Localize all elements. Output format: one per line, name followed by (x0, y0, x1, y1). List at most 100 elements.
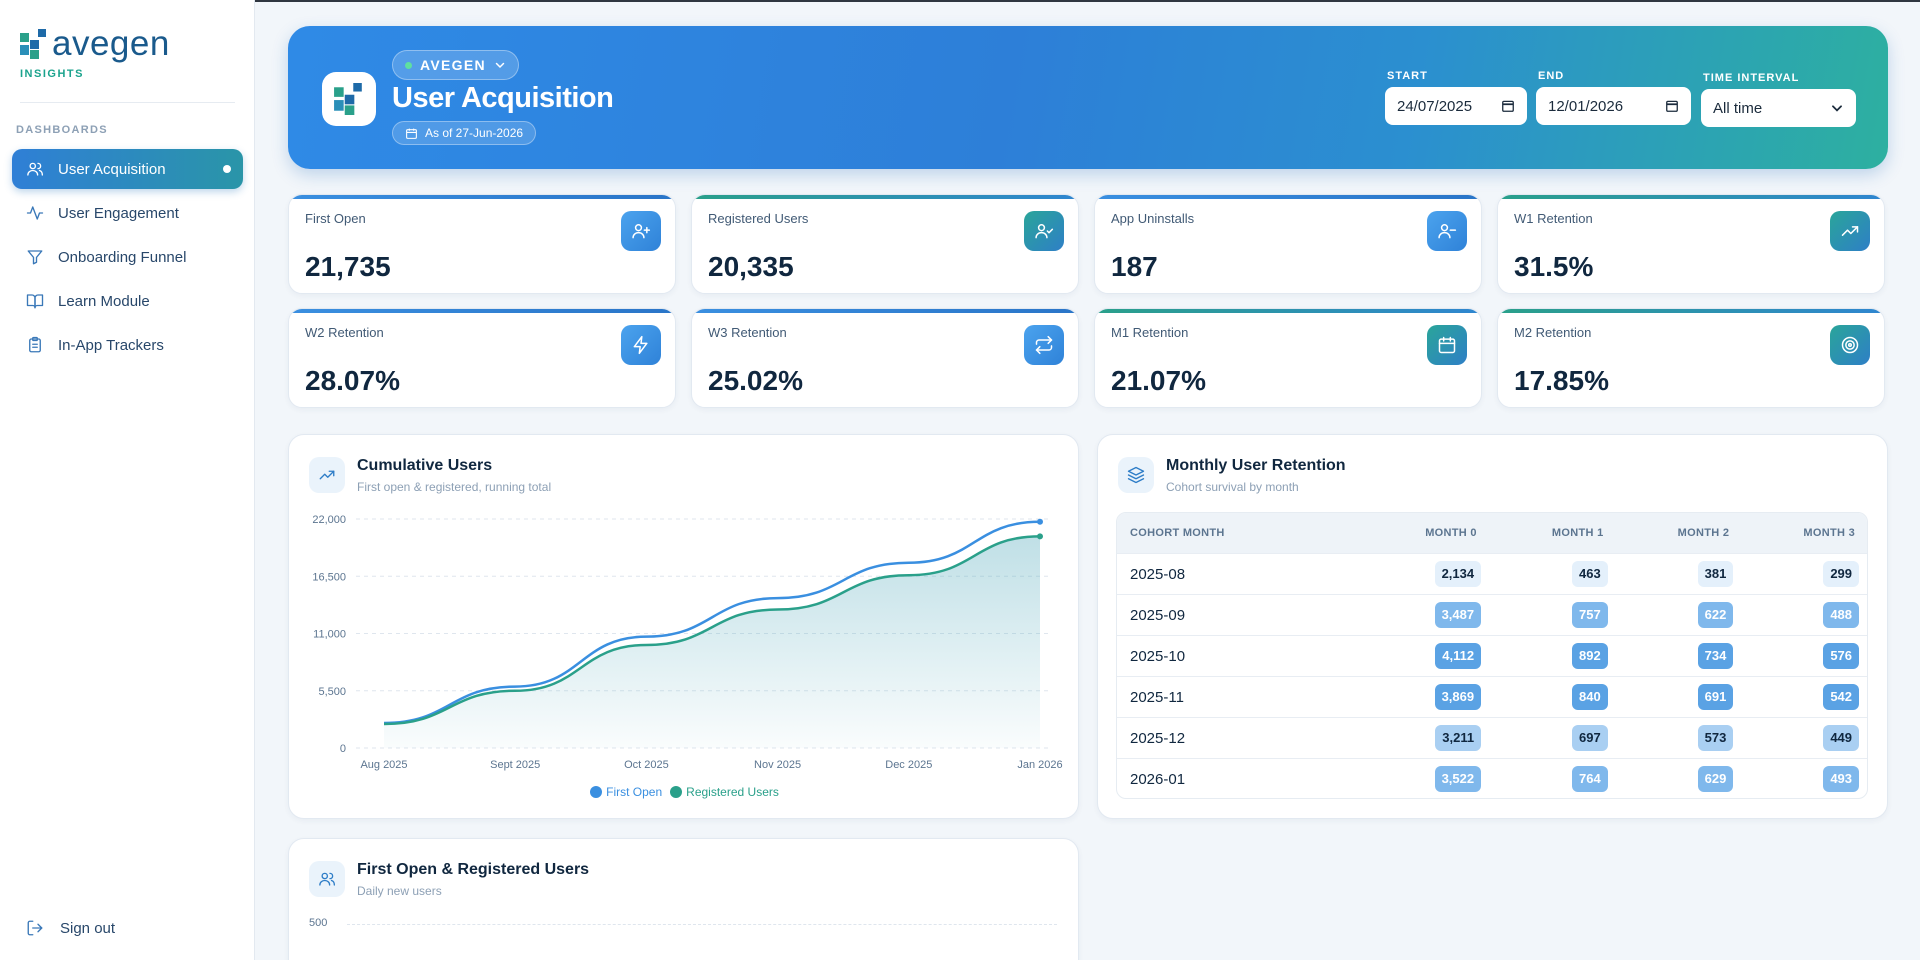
y-axis-tick: 16,500 (312, 571, 346, 583)
as-of-date-text: As of 27-Jun-2026 (425, 126, 524, 140)
cohort-month-cell: 2025-11 (1130, 688, 1184, 706)
trending-up-icon (1830, 211, 1870, 251)
y-axis-tick: 22,000 (312, 514, 346, 526)
calendar-icon (406, 128, 417, 139)
table-row[interactable]: 2025-10 4,112 892 734 576 (1117, 635, 1867, 676)
table-row[interactable]: 2026-01 3,522 764 629 493 (1117, 758, 1867, 798)
column-header[interactable]: MONTH 1 (1551, 527, 1604, 539)
top-border (0, 0, 1920, 2)
table-cell: 691 (1616, 684, 1742, 710)
x-axis-tick: Oct 2025 (624, 759, 669, 771)
user-minus-icon (1427, 211, 1467, 251)
legend-item-first-open[interactable]: First Open (590, 785, 662, 799)
daily-users-card: First Open & Registered Users Daily new … (288, 838, 1079, 960)
cohort-month-cell: 2025-10 (1130, 647, 1186, 665)
value-badge: 381 (1697, 561, 1734, 587)
table-row[interactable]: 2025-09 3,487 757 622 488 (1117, 594, 1867, 635)
table-row[interactable]: 2025-12 3,211 697 573 449 (1117, 717, 1867, 758)
start-date-label: START (1387, 70, 1428, 82)
kpi-card-m1-retention: M1 Retention 21.07% (1094, 308, 1482, 408)
book-icon (26, 292, 44, 310)
table-row[interactable]: 2025-11 3,869 840 691 542 (1117, 676, 1867, 717)
kpi-value: 187 (1111, 251, 1158, 282)
grid-line (347, 924, 1057, 925)
kpi-value: 21,735 (305, 251, 391, 282)
funnel-icon (26, 248, 44, 266)
sign-out-button[interactable]: Sign out (26, 919, 115, 937)
table-row[interactable]: 2025-08 2,134 463 381 299 (1117, 553, 1867, 594)
table-cell: 622 (1616, 602, 1742, 628)
sidebar-item-user-engagement[interactable]: User Engagement (12, 193, 243, 233)
sidebar-item-onboarding-funnel[interactable]: Onboarding Funnel (12, 237, 243, 277)
table-cell: 3,487 (1363, 602, 1490, 628)
y-axis-tick: 500 (309, 917, 328, 929)
kpi-label: W1 Retention (1514, 211, 1593, 226)
table-cell: 542 (1741, 684, 1867, 710)
start-date-input[interactable]: 24/07/2025 (1385, 87, 1527, 125)
x-axis-tick: Jan 2026 (1017, 759, 1062, 771)
sidebar-item-in-app-trackers[interactable]: In-App Trackers (12, 325, 243, 365)
table-cell: 463 (1489, 561, 1616, 587)
value-badge: 757 (1572, 602, 1608, 628)
end-date-input[interactable]: 12/01/2026 (1536, 87, 1691, 125)
sidebar-divider (20, 102, 235, 103)
value-badge: 4,112 (1435, 643, 1482, 669)
chevron-down-icon (495, 62, 505, 69)
value-badge: 449 (1823, 725, 1860, 751)
y-axis-tick: 0 (340, 743, 346, 755)
sidebar-item-label: Onboarding Funnel (58, 248, 187, 266)
value-badge: 840 (1572, 684, 1608, 710)
column-header[interactable]: MONTH 0 (1425, 527, 1477, 539)
page-title: User Acquisition (392, 82, 614, 114)
user-check-icon (1024, 211, 1064, 251)
target-icon (1830, 325, 1870, 365)
table-cell: 493 (1741, 766, 1867, 792)
column-header[interactable]: MONTH 3 (1803, 527, 1855, 539)
time-interval-label: TIME INTERVAL (1703, 72, 1800, 84)
value-badge: 299 (1823, 561, 1860, 587)
kpi-value: 31.5% (1514, 251, 1594, 282)
chart-legend: First Open Registered Users (289, 785, 1080, 799)
sidebar: avegen INSIGHTS DASHBOARDS User Acquisit… (0, 0, 255, 960)
calendar-picker-icon[interactable] (1665, 99, 1679, 113)
brand-logo[interactable]: avegen (20, 24, 170, 64)
registered-users-series-line[interactable] (383, 535, 1041, 726)
table-cell: 3,211 (1363, 725, 1490, 751)
column-header[interactable]: MONTH 2 (1677, 527, 1730, 539)
legend-swatch (590, 786, 603, 798)
first-open-series-line[interactable] (383, 520, 1041, 725)
data-point[interactable] (1037, 518, 1043, 525)
sidebar-item-user-acquisition[interactable]: User Acquisition (12, 149, 243, 189)
value-badge: 697 (1572, 725, 1608, 751)
time-interval-select[interactable]: All time (1701, 89, 1856, 127)
value-badge: 493 (1823, 766, 1860, 792)
kpi-accent-bar (692, 309, 1078, 313)
kpi-accent-bar (692, 195, 1078, 199)
data-point[interactable] (1037, 533, 1043, 540)
sidebar-section-label: DASHBOARDS (16, 124, 108, 136)
kpi-accent-bar (1498, 309, 1884, 313)
calendar-picker-icon[interactable] (1501, 99, 1515, 113)
kpi-accent-bar (1095, 195, 1481, 199)
page-header-banner: AVEGEN User Acquisition As of 27-Jun-202… (288, 26, 1888, 169)
value-badge: 629 (1697, 766, 1734, 792)
x-axis-tick: Nov 2025 (754, 759, 801, 771)
cohort-month-cell: 2025-12 (1130, 729, 1186, 747)
y-axis-tick: 11,000 (313, 629, 346, 641)
clipboard-icon (26, 336, 44, 354)
org-selector[interactable]: AVEGEN (392, 50, 519, 80)
kpi-label: First Open (305, 211, 366, 226)
legend-item-registered-users[interactable]: Registered Users (670, 785, 779, 799)
kpi-label: W2 Retention (305, 325, 384, 340)
table-cell: 757 (1489, 602, 1616, 628)
sidebar-item-learn-module[interactable]: Learn Module (12, 281, 243, 321)
table-cell: 629 (1616, 766, 1742, 792)
table-cell: 892 (1489, 643, 1616, 669)
table-cell: 764 (1489, 766, 1616, 792)
kpi-card-first-open: First Open 21,735 (288, 194, 676, 294)
column-header[interactable]: COHORT MONTH (1130, 527, 1225, 539)
cumulative-users-chart[interactable]: 22,000 16,500 11,000 5,500 0 Aug 2025 Sept 20… (289, 435, 1080, 820)
log-out-icon (27, 920, 43, 936)
as-of-date-badge: As of 27-Jun-2026 (392, 121, 537, 145)
kpi-value: 17.85% (1514, 365, 1609, 396)
